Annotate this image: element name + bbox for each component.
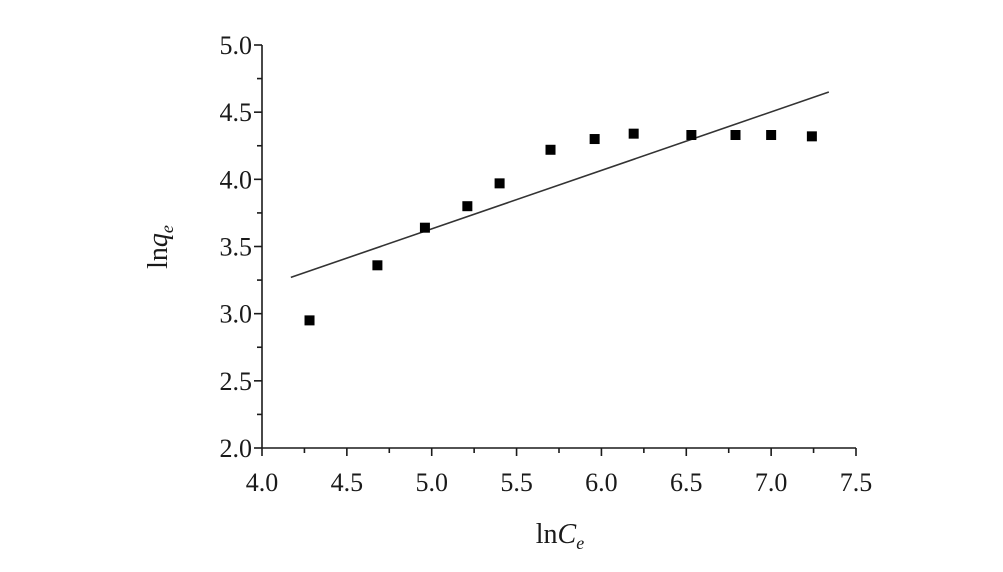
fit-line-group [290,91,830,279]
data-point [545,144,556,155]
y-tick-label: 2.5 [220,367,253,396]
axes: 4.0 4.5 5.0 5.5 6.0 6.5 7.0 7.5 2.0 2.5 3.0 3.5 4.0 4… [220,31,873,497]
x-tick-label: 5.5 [500,468,533,497]
axis-labels: lnCe lnqe [143,225,584,553]
data-point [304,315,315,326]
x-tick-label: 7.0 [755,468,788,497]
data-point [766,130,777,141]
data-point [494,178,505,189]
y-tick-label: 3.5 [220,233,253,262]
x-tick-label: 7.5 [840,468,873,497]
data-point [628,128,639,139]
x-tick-label: 4.5 [331,468,364,497]
x-tick-label: 6.0 [585,468,618,497]
data-point [730,130,741,141]
data-point [589,134,600,145]
y-tick-label: 5.0 [220,31,253,60]
data-point [419,222,430,233]
x-tick-label: 5.0 [415,468,448,497]
y-tick-label: 2.0 [220,434,253,463]
data-point [806,131,817,142]
x-tick-label: 4.0 [246,468,279,497]
data-point [462,201,473,212]
data-point [372,260,383,271]
y-axis-label: lnqe [143,225,177,269]
data-point [686,130,697,141]
data-points [304,128,817,326]
y-tick-label: 4.5 [220,98,253,127]
y-tick-label: 4.0 [220,165,253,194]
fit-line [290,91,830,279]
y-tick-label: 3.0 [220,300,253,329]
x-axis-label: lnCe [536,519,584,553]
x-tick-label: 6.5 [670,468,703,497]
